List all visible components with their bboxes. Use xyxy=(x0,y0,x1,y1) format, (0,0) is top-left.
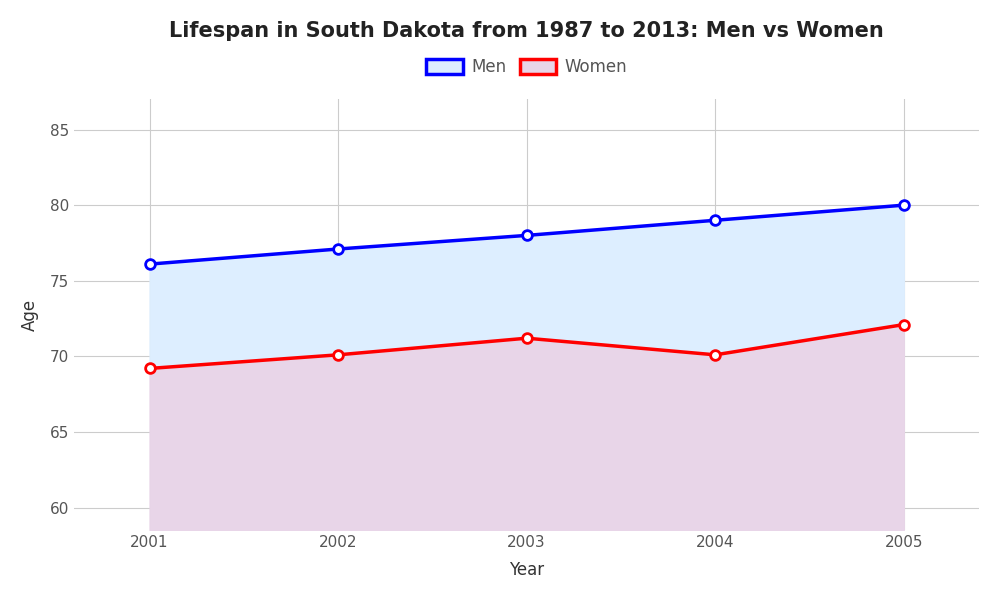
X-axis label: Year: Year xyxy=(509,561,544,579)
Legend: Men, Women: Men, Women xyxy=(419,52,634,83)
Title: Lifespan in South Dakota from 1987 to 2013: Men vs Women: Lifespan in South Dakota from 1987 to 20… xyxy=(169,21,884,41)
Y-axis label: Age: Age xyxy=(21,299,39,331)
